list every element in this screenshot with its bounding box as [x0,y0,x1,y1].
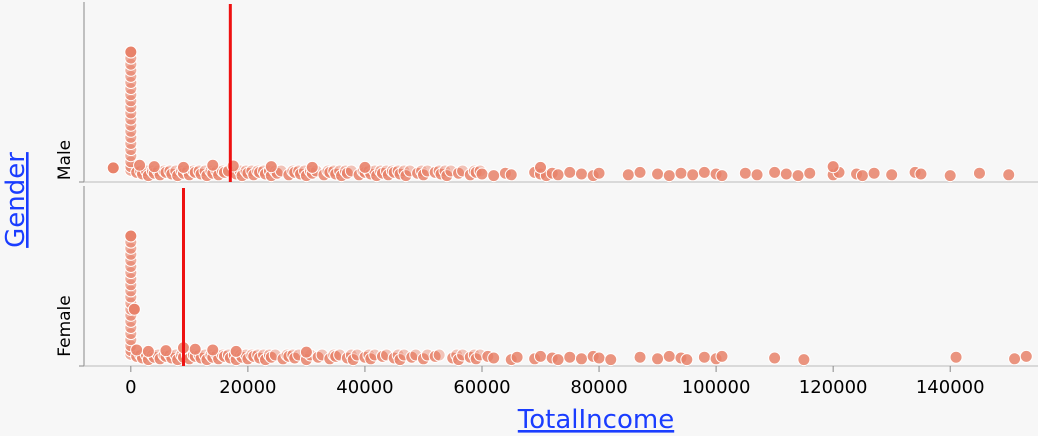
data-point [914,167,928,181]
data-point [686,168,700,182]
x-tick-label: 120000 [799,377,868,398]
data-point [563,165,577,179]
data-point [779,167,793,181]
data-point [510,350,524,364]
data-point [206,343,220,357]
data-point [574,352,588,366]
data-point [662,349,676,363]
data-point [534,160,548,174]
data-point [147,160,161,174]
data-point [867,166,881,180]
x-tick-label: 60000 [453,377,510,398]
data-point [738,166,752,180]
data-point [750,168,764,182]
data-point [1002,168,1016,182]
data-point [715,169,729,183]
data-point [229,344,243,358]
data-point [768,351,782,365]
data-point [475,167,489,181]
data-point [563,350,577,364]
y-axis-title[interactable]: Gender [1,152,31,248]
data-point [592,351,606,365]
x-tick-label: 40000 [336,377,393,398]
data-point [305,160,319,174]
data-point [299,345,313,359]
data-point [1019,349,1033,363]
panel-label-female: Female [55,295,75,356]
panel-label-male: Male [55,140,75,180]
data-point [551,168,565,182]
x-tick-label: 140000 [916,377,985,398]
data-point [697,165,711,179]
data-point [592,166,606,180]
data-point [943,169,957,183]
x-tick-label: 100000 [682,377,751,398]
data-point [127,302,141,316]
data-point [124,45,138,59]
panel-male: Male [55,2,1038,183]
data-point [791,169,805,183]
data-point [264,160,278,174]
x-tick-label: 20000 [219,377,276,398]
data-point [972,166,986,180]
x-axis-title[interactable]: TotalIncome [517,405,674,435]
data-point [768,165,782,179]
data-point [188,342,202,356]
data-point [621,168,635,182]
data-point [826,160,840,174]
x-tick-label: 80000 [570,377,627,398]
data-point [697,350,711,364]
data-point [141,344,155,358]
data-point [130,343,144,357]
data-point [176,160,190,174]
data-point [803,166,817,180]
data-point [651,167,665,181]
data-point [358,160,372,174]
data-point [1008,352,1022,366]
x-tick-label: 0 [125,377,136,398]
data-point [551,353,565,367]
data-point [534,349,548,363]
data-point [206,158,220,172]
data-point [855,169,869,183]
data-point [504,168,518,182]
panels-layer: Male Female [55,2,1038,367]
data-point [633,350,647,364]
data-point [604,353,618,367]
data-point [133,158,147,172]
data-point [885,168,899,182]
data-point [797,353,811,367]
data-point [715,349,729,363]
data-point [159,344,173,358]
data-point [633,165,647,179]
data-point [662,169,676,183]
data-point [651,352,665,366]
data-point [124,229,138,243]
data-point [949,350,963,364]
x-axis: 0 20000 40000 60000 80000 100000 120000 140000 [125,366,985,398]
data-point [674,166,688,180]
data-point [106,161,120,175]
data-point [487,169,501,183]
data-point [487,351,501,365]
data-point [574,167,588,181]
panel-female: Female [55,186,1038,367]
data-point [432,348,446,362]
data-point [680,353,694,367]
